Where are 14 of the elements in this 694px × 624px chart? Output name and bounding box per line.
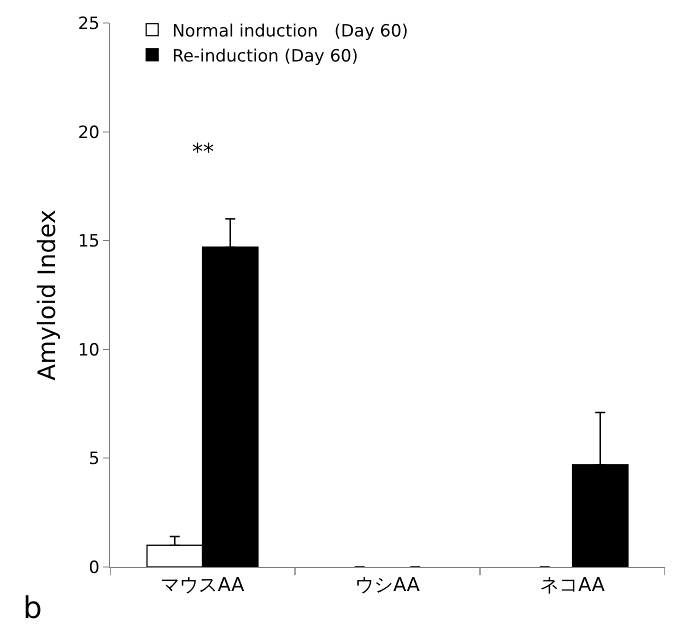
y-tick-label: 0: [88, 558, 100, 578]
x-tick-label: ネコAA: [540, 574, 605, 596]
y-tick-label: 25: [78, 14, 100, 34]
y-tick-label: 10: [78, 340, 100, 360]
y-tick-label: 15: [78, 232, 100, 252]
legend-label: Re-induction (Day 60): [172, 46, 358, 66]
y-axis-title: Amyloid Index: [33, 210, 62, 380]
text: b: [23, 591, 42, 624]
legend-label: Normal induction (Day 60): [172, 21, 408, 42]
y-tick-label: 5: [88, 449, 100, 470]
x-tick-label: マウスAA: [160, 574, 244, 596]
y-tick-label: 20: [78, 122, 100, 143]
annotation: **: [192, 140, 214, 165]
x-tick-label: ウシAA: [355, 574, 420, 596]
